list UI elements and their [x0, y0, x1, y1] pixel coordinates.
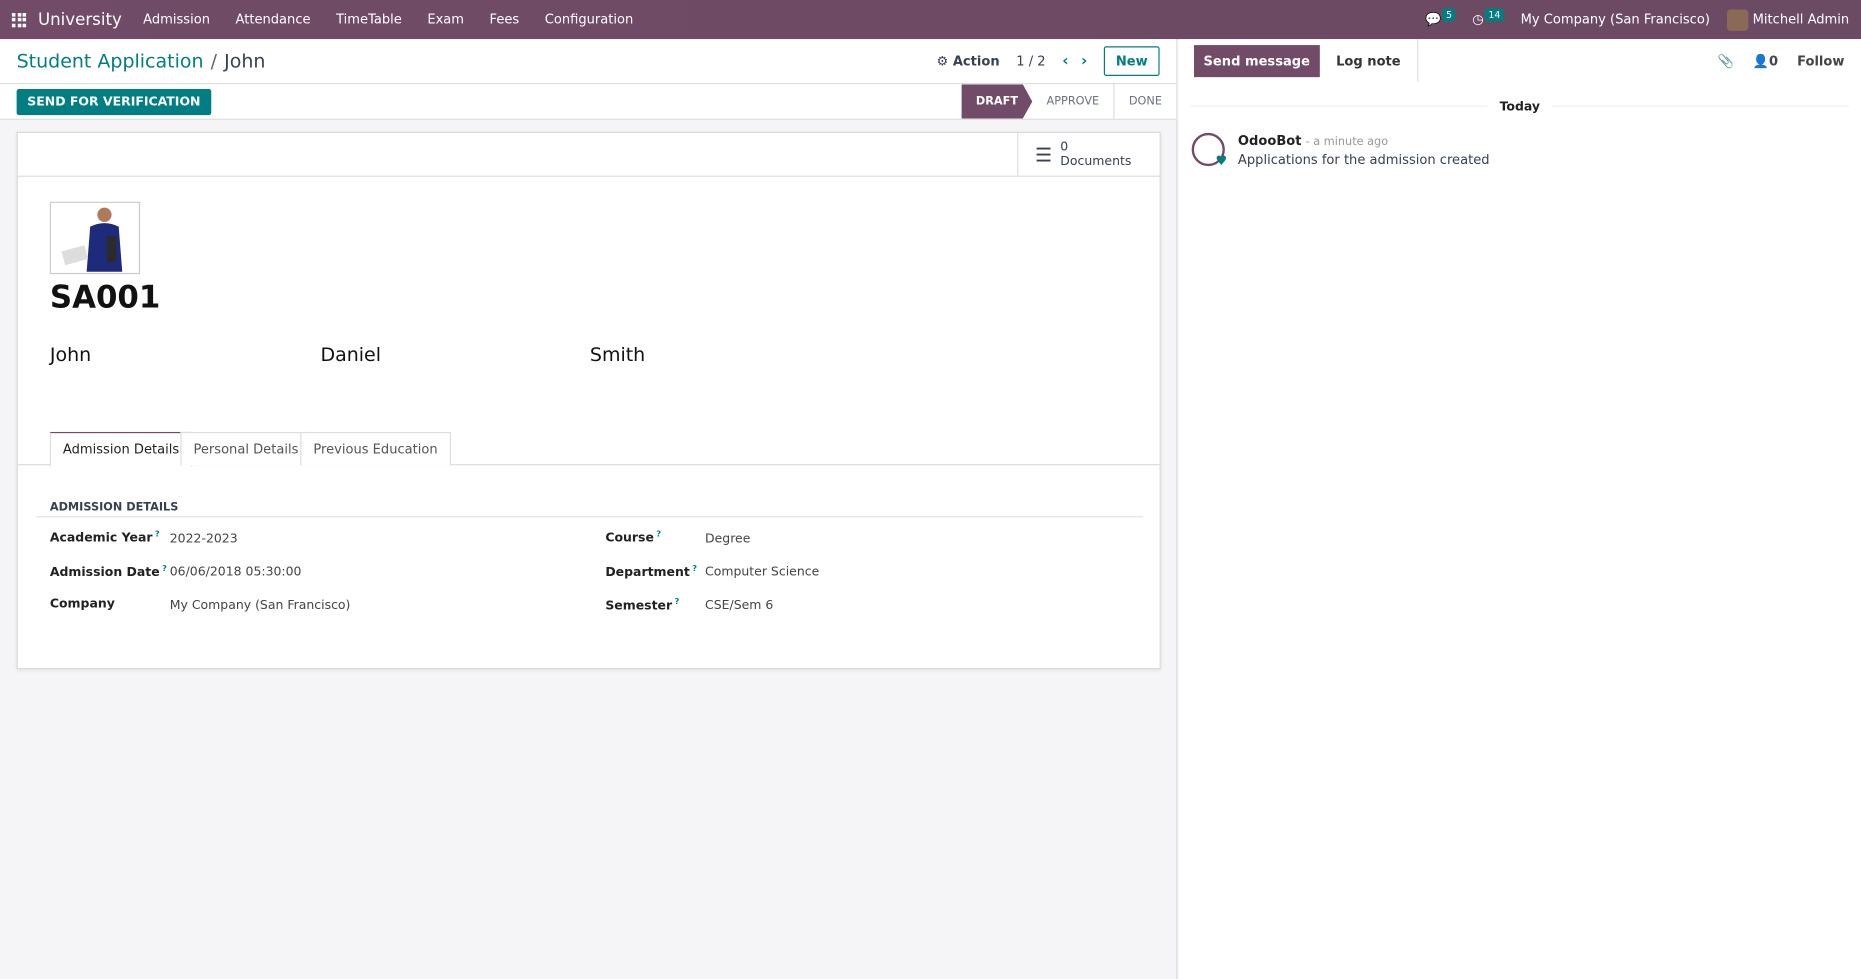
clock-icon: ◷ [1472, 11, 1484, 28]
follow-button[interactable]: Follow [1797, 52, 1845, 69]
academic-year-field[interactable]: 2022-2023 [169, 531, 238, 546]
breadcrumb-parent[interactable]: Student Application [16, 49, 204, 73]
menu-configuration[interactable]: Configuration [544, 11, 634, 28]
date-separator: Today [1190, 99, 1850, 123]
stage-approve[interactable]: APPROVE [1032, 84, 1115, 119]
company-switcher[interactable]: My Company (San Francisco) [1520, 11, 1710, 28]
section-title: ADMISSION DETAILS [49, 500, 179, 514]
breadcrumb: Student Application / John [16, 49, 266, 73]
stage-done[interactable]: DONE [1128, 94, 1162, 108]
odoobot-avatar [1191, 132, 1227, 169]
pager-value[interactable]: 1 / 2 [1016, 53, 1046, 69]
followers-button[interactable]: 👤0 [1752, 52, 1779, 69]
message-body: Applications for the admission created [1237, 151, 1490, 168]
next-record-icon[interactable]: › [1081, 52, 1088, 71]
message-time: - a minute ago [1305, 135, 1389, 149]
admission-date-field[interactable]: 06/06/2018 05:30:00 [169, 564, 302, 580]
field-label: Admission Date? [49, 563, 167, 580]
chatter: Send message Log note 📎 👤0 Follow Today … [1178, 39, 1861, 979]
tab-previous-education[interactable]: Previous Education [300, 431, 451, 466]
tab-personal-details[interactable]: Personal Details [180, 431, 312, 466]
tab-admission-details[interactable]: Admission Details [49, 431, 193, 467]
messages-badge: 5 [1442, 8, 1456, 22]
field-label: Department? [605, 563, 698, 580]
user-name: Mitchell Admin [1752, 11, 1850, 27]
new-button[interactable]: New [1104, 46, 1160, 76]
company-field[interactable]: My Company (San Francisco) [169, 598, 351, 613]
user-icon: 👤 [1752, 52, 1770, 69]
form-tabs: Admission Details Personal Details Previ… [17, 431, 1160, 467]
menu-fees[interactable]: Fees [489, 11, 520, 28]
field-label: Company [49, 596, 115, 612]
gear-icon: ⚙ [936, 53, 949, 69]
user-menu[interactable]: Mitchell Admin [1726, 8, 1850, 31]
messages-button[interactable]: 💬 5 [1424, 8, 1456, 28]
send-message-button[interactable]: Send message [1194, 44, 1320, 77]
help-icon[interactable]: ? [674, 596, 680, 607]
semester-field[interactable]: CSE/Sem 6 [705, 598, 774, 613]
department-field[interactable]: Computer Science [705, 564, 820, 580]
stage-draft[interactable]: DRAFT [962, 84, 1033, 118]
message-author[interactable]: OdooBot [1237, 132, 1302, 149]
chat-icon: 💬 [1424, 11, 1442, 28]
menu-exam[interactable]: Exam [427, 11, 465, 28]
menu-admission[interactable]: Admission [143, 11, 211, 28]
action-button[interactable]: ⚙ Action [936, 53, 1000, 69]
field-label: Course? [605, 529, 662, 546]
help-icon[interactable]: ? [154, 529, 160, 539]
paperclip-icon[interactable]: 📎 [1717, 52, 1734, 69]
log-note-button[interactable]: Log note [1319, 39, 1419, 82]
form-sheet: ☰ 0 Documents SA001 John Daniel Smith Admi… [16, 131, 1161, 670]
last-name-field[interactable]: Smith [589, 342, 646, 366]
send-for-verification-button[interactable]: SEND FOR VERIFICATION [16, 88, 212, 115]
prev-record-icon[interactable]: ‹ [1062, 52, 1069, 71]
activities-badge: 14 [1484, 8, 1505, 22]
first-name-field[interactable]: John [49, 342, 92, 366]
app-name[interactable]: University [37, 10, 122, 30]
help-icon[interactable]: ? [162, 563, 167, 574]
chatter-message: OdooBot - a minute ago Applications for … [1191, 132, 1490, 169]
activities-button[interactable]: ◷ 14 [1472, 8, 1505, 28]
help-icon[interactable]: ? [656, 529, 662, 539]
apps-grid-icon[interactable] [11, 12, 27, 27]
application-number: SA001 [49, 280, 161, 316]
control-panel: Student Application / John ⚙ Action 1 / 2 … [0, 39, 1177, 85]
top-navbar: University Admission Attendance TimeTabl… [0, 0, 1861, 40]
course-field[interactable]: Degree [705, 531, 751, 546]
statusbar: SEND FOR VERIFICATION DRAFT APPROVE DONE [0, 84, 1177, 120]
field-label: Academic Year? [49, 529, 160, 546]
section-divider [35, 516, 1143, 518]
menu-attendance[interactable]: Attendance [235, 11, 311, 28]
breadcrumb-current: John [224, 49, 266, 73]
menu-timetable[interactable]: TimeTable [336, 11, 402, 28]
documents-smart-button[interactable]: ☰ 0 Documents [1017, 132, 1159, 176]
user-avatar [1726, 8, 1748, 31]
list-ol-icon: ☰ [1034, 142, 1053, 166]
middle-name-field[interactable]: Daniel [320, 342, 381, 366]
help-icon[interactable]: ? [692, 563, 698, 574]
field-label: Semester? [605, 596, 680, 613]
student-photo[interactable] [49, 201, 141, 275]
